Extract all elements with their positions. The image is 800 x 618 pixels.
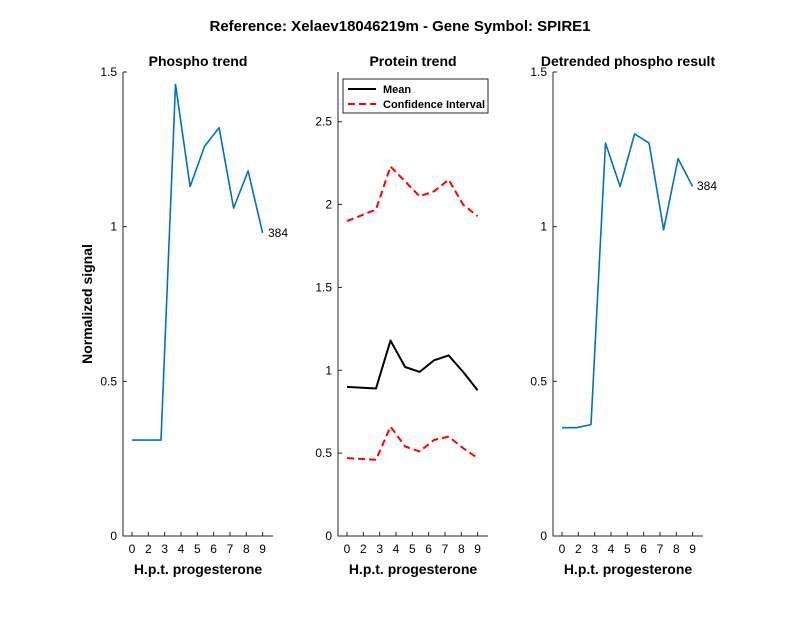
x-tick-label: 4 [178, 542, 185, 556]
line-group [562, 133, 694, 429]
x-tick-label: 9 [689, 542, 696, 556]
legend-box [342, 78, 489, 114]
y-tick-label: 1 [110, 220, 117, 234]
y-tick-label: 1 [540, 220, 547, 234]
y-tick-label: 0.5 [315, 446, 332, 460]
x-tick-label: 2 [575, 542, 582, 556]
legend-label-mean: Mean [383, 84, 411, 96]
tick-group: 0 2 3 4 5 6 7 8 900.511.5 [530, 65, 696, 556]
y-tick-label: 0 [540, 529, 547, 543]
panel-title: Protein trend [369, 53, 456, 69]
y-tick-label: 1.5 [100, 65, 117, 79]
y-tick-label: 0.5 [530, 374, 547, 388]
y-axis-label: Normalized signal [79, 244, 95, 364]
line-group [132, 83, 264, 441]
axes-frame [337, 72, 488, 537]
x-tick-label: 4 [608, 542, 615, 556]
x-tick-label: 3 [376, 542, 383, 556]
legend-label-confidence-interval: Confidence Interval [383, 99, 485, 111]
x-axis-label: H.p.t. progesterone [564, 561, 693, 577]
axes-frame [122, 72, 273, 537]
series-annotation: 384 [268, 226, 288, 240]
y-tick-label: 1.5 [530, 65, 547, 79]
x-tick-label: 9 [259, 542, 266, 556]
x-tick-label: 8 [458, 542, 465, 556]
tick-group: 0 2 3 4 5 6 7 8 900.511.5 [100, 65, 266, 556]
y-tick-label: 1 [325, 363, 332, 377]
y-tick-label: 2.5 [315, 115, 332, 129]
x-tick-label: 5 [409, 542, 416, 556]
x-tick-label: 3 [161, 542, 168, 556]
panel-protein-trend: Protein trend 0 2 3 4 5 6 7 8 900.511.522.5 H.p.… [315, 53, 489, 577]
x-tick-label: 2 [145, 542, 152, 556]
x-tick-label: 2 [360, 542, 367, 556]
x-tick-label: 7 [657, 542, 664, 556]
x-tick-label: 0 [344, 542, 351, 556]
legend: Mean Confidence Interval [342, 78, 489, 114]
x-axis-label: H.p.t. progesterone [134, 561, 263, 577]
line-group [346, 165, 479, 461]
panel-phospho-trend: Phospho trend 0 2 3 4 5 6 7 8 900.511.5 H.p.t. p… [79, 53, 288, 577]
x-tick-label: 8 [243, 542, 250, 556]
x-tick-label: 5 [624, 542, 631, 556]
x-tick-label: 8 [673, 542, 680, 556]
y-tick-label: 2 [325, 198, 332, 212]
x-tick-label: 3 [591, 542, 598, 556]
x-tick-label: 7 [442, 542, 449, 556]
x-tick-label: 6 [210, 542, 217, 556]
panel-detrended-phospho: Detrended phospho result 0 2 3 4 5 6 7 8 900.511… [530, 53, 717, 577]
series-line-confidence-interval-lower [346, 425, 479, 461]
x-tick-label: 5 [194, 542, 201, 556]
panel-title: Detrended phospho result [541, 53, 716, 69]
x-tick-label: 9 [474, 542, 481, 556]
panel-title: Phospho trend [149, 53, 248, 69]
series-annotation: 384 [697, 179, 717, 193]
figure-title: Reference: Xelaev18046219m - Gene Symbol… [209, 18, 590, 35]
series-line-384 [562, 133, 694, 429]
x-tick-label: 7 [227, 542, 234, 556]
x-tick-label: 4 [393, 542, 400, 556]
y-tick-label: 1.5 [315, 280, 332, 294]
axes-frame [552, 72, 703, 537]
y-tick-label: 0 [110, 529, 117, 543]
y-tick-label: 0.5 [100, 374, 117, 388]
tick-group: 0 2 3 4 5 6 7 8 900.511.522.5 [315, 115, 481, 556]
x-axis-label: H.p.t. progesterone [349, 561, 478, 577]
y-tick-label: 0 [325, 529, 332, 543]
x-tick-label: 0 [559, 542, 566, 556]
x-tick-label: 6 [640, 542, 647, 556]
x-tick-label: 0 [129, 542, 136, 556]
x-tick-label: 6 [425, 542, 432, 556]
series-line-confidence-interval [346, 165, 479, 223]
series-line-mean [346, 339, 479, 391]
series-line-384 [132, 83, 264, 441]
